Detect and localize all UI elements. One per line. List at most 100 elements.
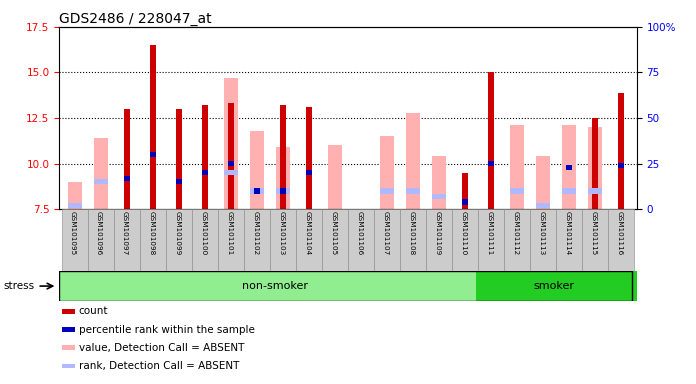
Bar [510, 189, 524, 194]
Text: GSM101107: GSM101107 [382, 211, 388, 255]
Bar [124, 176, 129, 181]
Bar [380, 136, 394, 209]
Bar [280, 189, 286, 194]
Bar [567, 165, 572, 170]
Bar [592, 118, 598, 209]
Bar [88, 209, 114, 271]
Bar [150, 45, 156, 209]
Bar [62, 209, 88, 271]
Bar [202, 105, 207, 209]
Text: GSM101098: GSM101098 [148, 211, 154, 255]
Bar [176, 109, 182, 209]
Bar [618, 163, 624, 168]
Bar [432, 156, 446, 209]
Bar [426, 209, 452, 271]
Bar [504, 209, 530, 271]
Bar [59, 271, 475, 301]
Bar [228, 161, 234, 166]
Bar [192, 209, 218, 271]
Bar [556, 209, 582, 271]
Text: GSM101109: GSM101109 [434, 211, 441, 255]
Bar [62, 364, 74, 368]
Bar [452, 209, 478, 271]
Bar [562, 125, 576, 209]
Bar [276, 189, 290, 194]
Bar [608, 209, 634, 271]
Text: stress: stress [3, 281, 35, 291]
Bar [223, 170, 238, 175]
Bar [380, 189, 394, 194]
Bar [223, 78, 238, 209]
Bar [618, 93, 624, 209]
Bar [250, 131, 264, 209]
Text: GSM101110: GSM101110 [460, 211, 466, 255]
Bar [588, 189, 602, 194]
Bar [166, 209, 192, 271]
Bar [432, 194, 446, 199]
Bar [140, 209, 166, 271]
Bar [536, 203, 551, 208]
Bar [94, 138, 108, 209]
Bar [530, 209, 556, 271]
Bar [478, 209, 504, 271]
Bar [124, 109, 129, 209]
Bar [348, 209, 374, 271]
Text: GSM101095: GSM101095 [70, 211, 76, 255]
Bar [228, 103, 234, 209]
Bar [202, 170, 207, 175]
Bar [582, 209, 608, 271]
Bar [68, 182, 82, 209]
Bar [276, 147, 290, 209]
Text: GSM101102: GSM101102 [252, 211, 258, 255]
Bar [462, 199, 468, 205]
Text: GSM101113: GSM101113 [539, 211, 544, 255]
Text: GSM101100: GSM101100 [200, 211, 206, 255]
Bar [150, 152, 156, 157]
Bar [244, 209, 270, 271]
Text: GSM101112: GSM101112 [512, 211, 519, 255]
Text: count: count [79, 306, 109, 316]
Bar [400, 209, 426, 271]
Bar [475, 271, 637, 301]
Text: value, Detection Call = ABSENT: value, Detection Call = ABSENT [79, 343, 244, 353]
Bar [114, 209, 140, 271]
Text: GSM101108: GSM101108 [409, 211, 414, 255]
Bar [254, 189, 260, 194]
Bar [536, 156, 551, 209]
Bar [68, 203, 82, 208]
Bar [406, 113, 420, 209]
Bar [296, 209, 322, 271]
Bar [489, 73, 494, 209]
Text: rank, Detection Call = ABSENT: rank, Detection Call = ABSENT [79, 361, 239, 371]
Text: GSM101101: GSM101101 [226, 211, 232, 255]
Bar [322, 209, 348, 271]
Bar [270, 209, 296, 271]
Text: percentile rank within the sample: percentile rank within the sample [79, 324, 255, 334]
Bar [562, 189, 576, 194]
Text: GSM101115: GSM101115 [590, 211, 596, 255]
Text: GSM101116: GSM101116 [617, 211, 622, 255]
Bar [250, 189, 264, 194]
Text: GDS2486 / 228047_at: GDS2486 / 228047_at [59, 12, 212, 26]
Bar [62, 327, 74, 332]
Bar [306, 107, 312, 209]
Bar [218, 209, 244, 271]
Text: GSM101097: GSM101097 [122, 211, 128, 255]
Text: GSM101104: GSM101104 [304, 211, 310, 255]
Bar [328, 146, 342, 209]
Text: non-smoker: non-smoker [242, 281, 308, 291]
Text: GSM101106: GSM101106 [356, 211, 363, 255]
Bar [280, 105, 286, 209]
Text: GSM101114: GSM101114 [564, 211, 571, 255]
Text: GSM101099: GSM101099 [174, 211, 180, 255]
Text: GSM101096: GSM101096 [96, 211, 102, 255]
Text: GSM101111: GSM101111 [487, 211, 493, 255]
Bar [94, 179, 108, 184]
Bar [306, 170, 312, 175]
Bar [462, 173, 468, 209]
Bar [588, 127, 602, 209]
Text: GSM101103: GSM101103 [278, 211, 284, 255]
Text: GSM101105: GSM101105 [331, 211, 336, 255]
Text: smoker: smoker [533, 281, 574, 291]
Bar [374, 209, 400, 271]
